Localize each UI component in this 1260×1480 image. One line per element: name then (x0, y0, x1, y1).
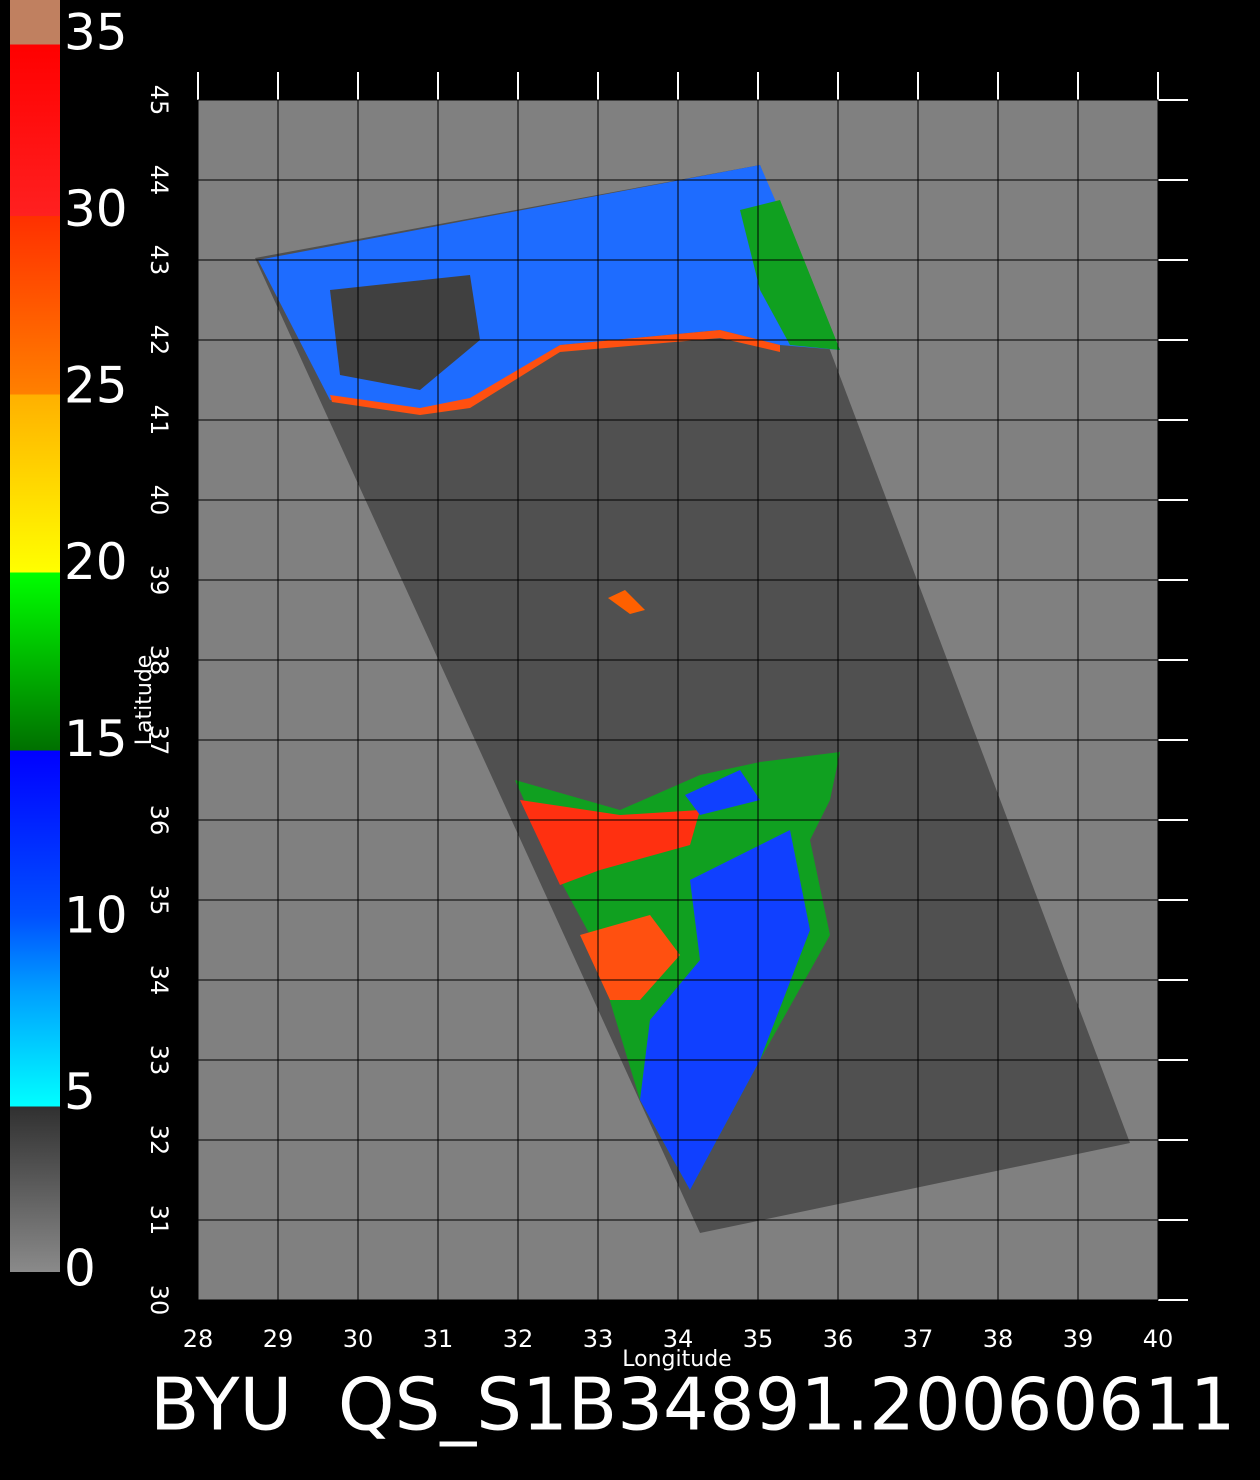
swath-area (255, 165, 1130, 1233)
x-tick-label: 35 (743, 1325, 774, 1353)
colorbar-tick-label: 0 (64, 1240, 96, 1298)
wind-patch (740, 200, 840, 350)
x-axis-label: Longitude (622, 1347, 731, 1372)
colorbar-tick-label: 35 (64, 4, 128, 62)
y-tick-label: 39 (145, 565, 173, 596)
title: BYU QS_S1B34891.20060611 (150, 1363, 1236, 1447)
y-tick-label: 31 (145, 1205, 173, 1236)
wind-patch (608, 590, 645, 614)
y-tick-label: 32 (145, 1125, 173, 1156)
x-tick-label: 40 (1143, 1325, 1174, 1353)
x-tick-label: 31 (423, 1325, 454, 1353)
wind-patch (520, 800, 700, 885)
x-tick-label: 30 (343, 1325, 374, 1353)
wind-patch (330, 275, 480, 390)
x-tick-label: 32 (503, 1325, 534, 1353)
wind-patch (580, 915, 680, 1000)
y-tick-label: 45 (145, 85, 173, 116)
plot-frame (197, 99, 1159, 1301)
y-tick-label: 37 (145, 725, 173, 756)
wind-patch (685, 770, 760, 815)
y-tick-label: 30 (145, 1285, 173, 1316)
wind-patch (330, 330, 780, 415)
y-tick-label: 42 (145, 325, 173, 356)
x-tick-label: 36 (823, 1325, 854, 1353)
y-tick-label: 43 (145, 245, 173, 276)
y-tick-label: 36 (145, 805, 173, 836)
y-tick-label: 40 (145, 485, 173, 516)
x-tick-label: 37 (903, 1325, 934, 1353)
y-axis-label: Latitude (132, 655, 157, 746)
x-tick-label: 34 (663, 1325, 694, 1353)
colorbar-tick-label: 15 (64, 710, 128, 768)
x-tick-label: 29 (263, 1325, 294, 1353)
colorbar-tick-label: 20 (64, 533, 128, 591)
x-tick-label: 39 (1063, 1325, 1094, 1353)
y-tick-label: 35 (145, 885, 173, 916)
y-tick-label: 38 (145, 645, 173, 676)
x-tick-label: 33 (583, 1325, 614, 1353)
wind-patch (640, 830, 810, 1190)
y-tick-label: 34 (145, 965, 173, 996)
colorbar (10, 0, 60, 1272)
colorbar-tick-label: 25 (64, 357, 128, 415)
y-tick-label: 33 (145, 1045, 173, 1076)
colorbar-tick-label: 30 (64, 180, 128, 238)
y-tick-label: 41 (145, 405, 173, 436)
y-tick-label: 44 (145, 165, 173, 196)
x-tick-label: 28 (183, 1325, 214, 1353)
x-tick-label: 38 (983, 1325, 1014, 1353)
colorbar-tick-label: 10 (64, 886, 128, 944)
colorbar-tick-label: 5 (64, 1063, 96, 1121)
